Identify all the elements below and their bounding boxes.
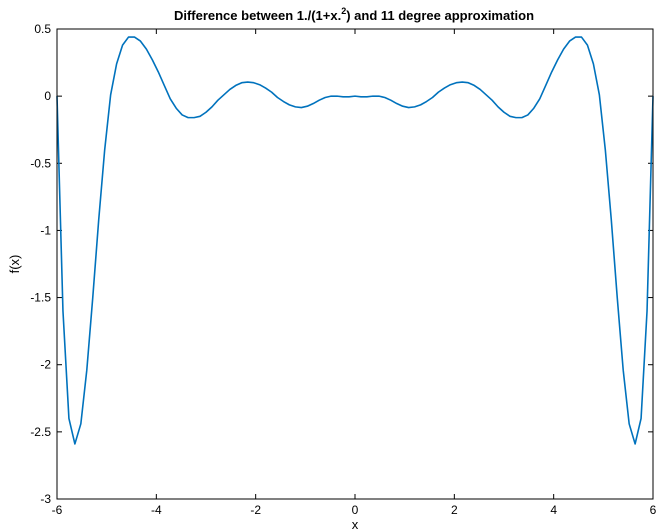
y-tick-label: -0.5: [30, 156, 51, 170]
axis-tick-labels: -6 -4 -2 0 2 4 6 -3 -2.5 -2 -1.5 -1 -0.5 0 0.5: [30, 22, 656, 517]
y-tick-label: -1.5: [30, 291, 51, 305]
y-axis-label: f(x): [7, 255, 22, 274]
y-tick-label: -1: [40, 223, 51, 237]
x-tick-label: 2: [451, 503, 458, 517]
x-tick-label: -2: [250, 503, 261, 517]
y-tick-label: -2: [40, 358, 51, 372]
plot-area: [57, 29, 653, 499]
x-tick-label: 6: [650, 503, 656, 517]
y-tick-label: 0: [44, 89, 51, 103]
y-tick-label: -2.5: [30, 425, 51, 439]
x-tick-label: 4: [550, 503, 557, 517]
plot-frame: [56, 28, 654, 500]
data-series-line: [56, 36, 654, 445]
x-axis-label: x: [352, 517, 359, 531]
x-tick-label: -6: [52, 503, 63, 517]
chart-title: Difference between 1./(1+x.2) and 11 deg…: [174, 6, 534, 23]
x-tick-label: -4: [151, 503, 162, 517]
x-tick-label: 0: [352, 503, 359, 517]
y-tick-label: 0.5: [34, 22, 51, 36]
y-tick-label: -3: [40, 492, 51, 506]
